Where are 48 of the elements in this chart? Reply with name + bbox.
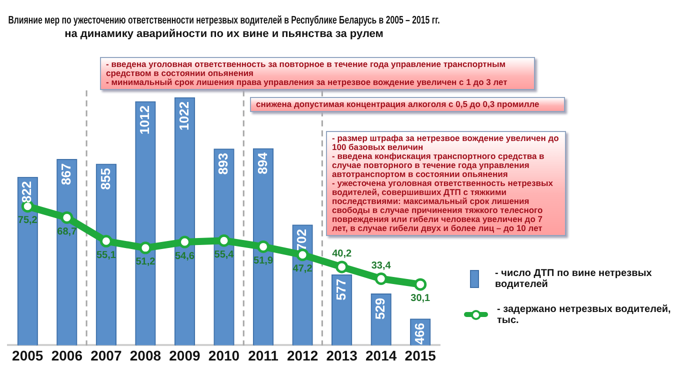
x-tick-label: 2009 bbox=[169, 347, 201, 364]
data-label: 1022 bbox=[176, 102, 192, 130]
data-label: 30,1 bbox=[410, 293, 431, 304]
point bbox=[414, 278, 427, 291]
x-tick-label: 2015 bbox=[404, 347, 436, 364]
legend-label: - задержано нетрезвых водителей, тыс. bbox=[497, 304, 672, 326]
callout: - размер штрафа за нетрезвое вождение увеличен до 100 базовых величин - введена конфискация транспортного средства в случае повторного в течение года управления автотранспортом в состоянии опьянения - ужесточена уголовная ответственность нетрезвых водителей, совершивших ДТП с тяжкими последствиями: максимальный срок лишения свободы в случае причинения тяжкого телесного повреждения или гибели человека увеличен до 7 лет, в случае гибели двух и более лиц – до 10 лет bbox=[326, 131, 566, 236]
data-label: 466 bbox=[412, 322, 427, 345]
chart-title: Влияние мер по ужесточению ответственности нетрезвых водителей в Республике Беларусь в 2005 – 2015 гг. на динамику аварийности по их вине и пьянства за рулем bbox=[8, 14, 440, 40]
point bbox=[374, 272, 388, 285]
data-label: 75,2 bbox=[18, 215, 38, 226]
data-label: 55,4 bbox=[214, 249, 234, 260]
point bbox=[139, 242, 152, 254]
legend-label: - число ДТП по вине нетрезвых водителей bbox=[495, 268, 653, 290]
callout: - введена уголовная ответственность за повторное в течение года управление транспортным средством в состоянии опьянения - минимальный срок лишения права управления за нетрезвое вождение увеличен с 1 до 3 лет bbox=[100, 57, 535, 90]
x-tick-label: 2014 bbox=[366, 347, 397, 364]
callout: снижена допустимая концентрация алкоголя с 0,5 до 0,3 промилле bbox=[250, 97, 565, 112]
data-label: 40,2 bbox=[332, 248, 352, 260]
data-label: 577 bbox=[333, 278, 348, 300]
data-label: 51,2 bbox=[136, 256, 156, 268]
data-label: 55,1 bbox=[96, 250, 116, 261]
data-label: 1012 bbox=[137, 106, 152, 134]
x-tick-label: 2006 bbox=[51, 347, 83, 364]
x-tick-label: 2010 bbox=[208, 347, 240, 364]
data-label: 47,2 bbox=[292, 264, 313, 275]
x-tick-label: 2013 bbox=[326, 347, 358, 364]
x-tick-label: 2008 bbox=[130, 347, 162, 364]
data-label: 822 bbox=[19, 181, 34, 203]
x-tick-label: 2012 bbox=[286, 347, 318, 364]
data-label: 529 bbox=[372, 298, 388, 320]
point bbox=[336, 260, 348, 274]
x-tick-label: 2005 bbox=[12, 347, 44, 364]
data-label: 68,7 bbox=[57, 226, 78, 238]
data-label: 51,9 bbox=[254, 255, 274, 266]
point bbox=[60, 211, 74, 224]
point bbox=[100, 234, 112, 248]
data-label: 867 bbox=[58, 163, 74, 185]
data-label: 893 bbox=[216, 152, 231, 175]
x-tick-label: 2011 bbox=[248, 347, 279, 364]
data-label: 702 bbox=[294, 228, 310, 251]
point bbox=[218, 234, 230, 247]
data-label: 54,6 bbox=[174, 250, 195, 262]
data-label: 33,4 bbox=[371, 260, 392, 272]
x-tick-label: 2007 bbox=[90, 347, 122, 364]
point bbox=[257, 240, 270, 253]
data-label: 894 bbox=[254, 152, 270, 174]
point bbox=[178, 236, 191, 248]
data-label: 855 bbox=[98, 168, 113, 190]
